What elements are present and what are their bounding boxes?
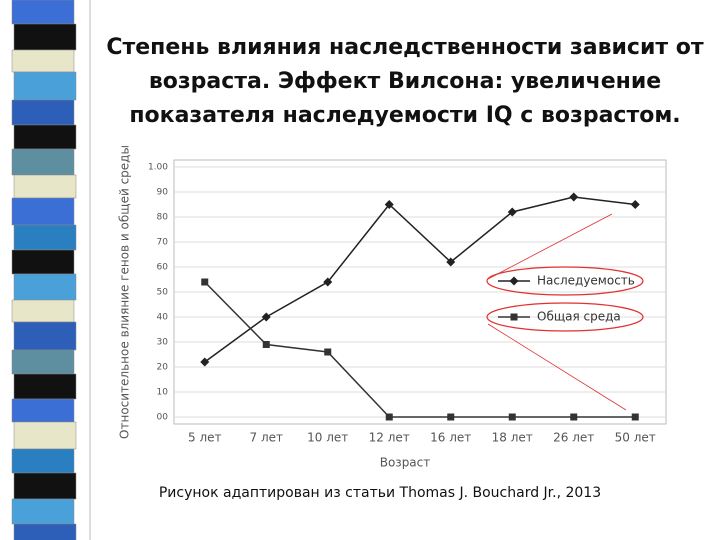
y-tick-label: 80 xyxy=(157,213,169,223)
x-tick-label: 18 лет xyxy=(492,431,533,445)
strip-block xyxy=(11,398,75,423)
strip-block xyxy=(11,349,75,375)
point xyxy=(447,413,455,421)
point xyxy=(261,312,271,322)
legend-label: Наследуемость xyxy=(537,274,635,288)
x-axis-label: Возраст xyxy=(380,456,431,470)
pointer xyxy=(487,323,627,411)
strip-block xyxy=(13,472,77,500)
series-line xyxy=(204,281,636,418)
strip-block xyxy=(13,373,77,400)
strip-block xyxy=(11,197,75,226)
point xyxy=(507,207,517,217)
legend-marker xyxy=(509,276,519,286)
strip-block xyxy=(13,124,77,150)
x-tick-label: 5 лет xyxy=(188,431,222,445)
strip-block xyxy=(11,249,75,275)
strip-block xyxy=(13,523,77,540)
point xyxy=(569,192,579,202)
point xyxy=(385,413,393,421)
strip-block xyxy=(13,174,77,199)
strip-block xyxy=(11,498,75,525)
point xyxy=(570,413,578,421)
legend-highlight xyxy=(486,302,644,332)
strip-block xyxy=(11,299,75,323)
strip-block xyxy=(11,448,75,474)
x-tick-label: 12 лет xyxy=(369,431,410,445)
legend-marker xyxy=(510,313,518,321)
title-line: показателя наследуемости IQ с возрастом. xyxy=(129,103,680,128)
legend-label: Общая среда xyxy=(537,310,621,324)
strip-block xyxy=(13,421,77,450)
point xyxy=(384,200,394,209)
pointer xyxy=(487,213,613,280)
point xyxy=(446,257,456,267)
y-tick-label: 40 xyxy=(157,313,169,323)
point xyxy=(630,200,640,209)
point xyxy=(262,341,270,348)
y-tick-label: 20 xyxy=(157,363,169,373)
strip-block xyxy=(13,71,77,101)
strip-block xyxy=(11,49,75,73)
y-tick-label: 1.00 xyxy=(148,163,168,173)
point xyxy=(324,348,332,356)
strip-block xyxy=(13,321,77,351)
strip-block xyxy=(13,224,77,251)
x-tick-label: 7 лет xyxy=(250,431,284,445)
y-tick-label: 70 xyxy=(157,238,169,248)
y-axis-label: Относительное влияние генов и общей сред… xyxy=(118,145,132,439)
point xyxy=(323,277,333,287)
title-line: возраста. Эффект Вилсона: увеличение xyxy=(149,69,661,94)
y-tick-label: 10 xyxy=(157,388,169,398)
strip-block xyxy=(11,99,75,126)
y-tick-label: 50 xyxy=(157,288,169,298)
y-tick-label: 00 xyxy=(157,413,169,423)
strip-block xyxy=(11,0,75,25)
y-tick-label: 30 xyxy=(157,338,169,348)
y-tick-label: 60 xyxy=(157,263,169,273)
point xyxy=(631,413,639,421)
decorative-strip xyxy=(11,0,77,540)
x-tick-label: 16 лет xyxy=(430,431,471,445)
x-tick-label: 26 лет xyxy=(553,431,594,445)
strip-block xyxy=(13,23,77,51)
strip-block xyxy=(11,148,75,176)
point xyxy=(200,357,210,367)
point xyxy=(508,413,516,421)
x-tick-label: 50 лет xyxy=(615,431,656,445)
caption: Рисунок адаптирован из статьи Thomas J. … xyxy=(159,485,601,501)
point xyxy=(201,278,209,286)
x-tick-label: 10 лет xyxy=(307,431,348,445)
legend-highlight xyxy=(486,266,644,296)
series-line xyxy=(204,196,636,363)
strip-block xyxy=(13,273,77,301)
y-tick-label: 90 xyxy=(157,188,169,198)
title-line: Степень влияния наследственности зависит… xyxy=(106,35,704,60)
